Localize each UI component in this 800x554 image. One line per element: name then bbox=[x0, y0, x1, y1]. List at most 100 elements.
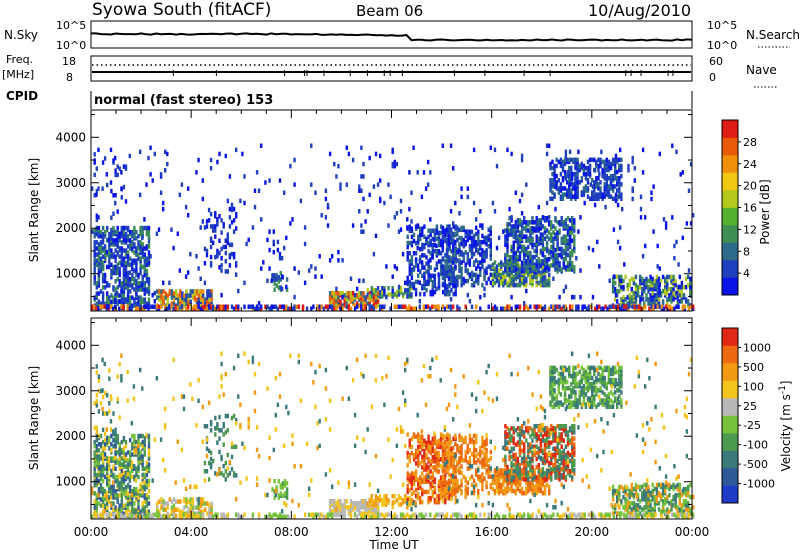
heatmap-cell bbox=[116, 209, 119, 214]
heatmap-cell bbox=[554, 226, 557, 231]
heatmap-cell bbox=[372, 184, 376, 189]
heatmap-cell bbox=[647, 301, 650, 306]
heatmap-cell bbox=[655, 278, 659, 284]
heatmap-cell bbox=[126, 234, 130, 239]
heatmap-cell bbox=[391, 161, 394, 167]
colorbar-tick-label: 16 bbox=[743, 202, 757, 215]
heatmap-cell bbox=[650, 196, 653, 202]
heatmap-cell bbox=[93, 234, 96, 239]
heatmap-cell bbox=[195, 304, 198, 309]
heatmap-cell bbox=[489, 229, 492, 235]
heatmap-cell bbox=[383, 286, 386, 291]
heatmap-cell bbox=[366, 502, 369, 507]
heatmap-cell bbox=[95, 252, 98, 257]
heatmap-cell bbox=[425, 477, 428, 482]
heatmap-cell bbox=[487, 244, 490, 249]
heatmap-cell bbox=[550, 232, 553, 237]
heatmap-cell bbox=[143, 217, 146, 222]
heatmap-cell bbox=[448, 481, 451, 486]
heatmap-cell bbox=[145, 509, 149, 514]
heatmap-cell bbox=[139, 248, 142, 253]
heatmap-cell bbox=[341, 306, 344, 311]
heatmap-cell bbox=[487, 276, 490, 282]
heatmap-cell bbox=[586, 194, 590, 199]
heatmap-cell bbox=[381, 502, 384, 507]
heatmap-cell bbox=[531, 216, 534, 221]
heatmap-cell bbox=[368, 291, 371, 296]
heatmap-cell bbox=[435, 249, 439, 254]
heatmap-cell bbox=[452, 244, 455, 249]
heatmap-cell bbox=[535, 245, 538, 251]
heatmap-cell bbox=[126, 304, 129, 309]
heatmap-cell bbox=[129, 295, 132, 300]
heatmap-cell bbox=[433, 304, 436, 309]
heatmap-cell bbox=[101, 394, 105, 400]
heatmap-cell bbox=[93, 246, 96, 251]
heatmap-cell bbox=[489, 145, 492, 150]
heatmap-cell bbox=[101, 503, 105, 508]
heatmap-cell bbox=[489, 280, 492, 286]
heatmap-cell bbox=[397, 284, 401, 290]
heatmap-cell bbox=[110, 433, 113, 439]
heatmap-cell bbox=[120, 288, 123, 294]
heatmap-cell bbox=[441, 445, 444, 451]
heatmap-cell bbox=[202, 297, 205, 302]
heatmap-cell bbox=[475, 272, 478, 278]
heatmap-cell bbox=[551, 171, 554, 177]
heatmap-cell bbox=[571, 220, 574, 225]
heatmap-cell bbox=[558, 246, 561, 252]
heatmap-cell bbox=[120, 186, 123, 191]
heatmap-cell bbox=[385, 294, 388, 300]
heatmap-cell bbox=[106, 392, 109, 398]
heatmap-cell bbox=[145, 493, 149, 498]
heatmap-cell bbox=[429, 495, 432, 501]
heatmap-cell bbox=[510, 215, 513, 220]
heatmap-cell bbox=[495, 264, 499, 269]
heatmap-cell bbox=[566, 267, 570, 272]
heatmap-cell bbox=[97, 233, 100, 238]
heatmap-cell bbox=[156, 509, 159, 514]
heatmap-cell bbox=[326, 202, 330, 208]
heatmap-cell bbox=[199, 509, 203, 514]
heatmap-cell bbox=[433, 277, 437, 283]
heatmap-cell bbox=[560, 222, 563, 227]
heatmap-cell bbox=[510, 259, 513, 264]
heatmap-cell bbox=[101, 225, 105, 231]
heatmap-cell bbox=[635, 304, 639, 309]
heatmap-cell bbox=[133, 281, 136, 286]
heatmap-cell bbox=[593, 168, 597, 173]
heatmap-cell bbox=[283, 479, 287, 484]
heatmap-cell bbox=[147, 489, 151, 494]
heatmap-cell bbox=[143, 472, 146, 478]
heatmap-cell bbox=[659, 278, 663, 284]
heatmap-cell bbox=[314, 274, 317, 279]
heatmap-cell bbox=[527, 244, 530, 250]
heatmap-cell bbox=[677, 262, 680, 267]
heatmap-cell bbox=[141, 287, 144, 292]
heatmap-cell bbox=[97, 242, 101, 247]
heatmap-cell bbox=[684, 276, 688, 282]
heatmap-cell bbox=[118, 254, 121, 259]
heatmap-cell bbox=[235, 261, 238, 266]
heatmap-cell bbox=[586, 169, 590, 175]
heatmap-cell bbox=[275, 273, 278, 278]
heatmap-cell bbox=[582, 163, 586, 169]
heatmap-cell bbox=[124, 503, 128, 508]
heatmap-cell bbox=[99, 456, 103, 461]
heatmap-cell bbox=[603, 159, 606, 165]
heatmap-cell bbox=[423, 242, 426, 248]
heatmap-cell bbox=[668, 274, 671, 280]
heatmap-cell bbox=[232, 413, 236, 419]
heatmap-cell bbox=[108, 376, 111, 381]
heatmap-cell bbox=[124, 164, 128, 169]
heatmap-cell bbox=[458, 268, 461, 273]
heatmap-cell bbox=[133, 276, 136, 282]
heatmap-cell bbox=[112, 238, 115, 243]
heatmap-cell bbox=[466, 256, 469, 261]
heatmap-cell bbox=[419, 236, 422, 242]
heatmap-cell bbox=[489, 248, 492, 253]
heatmap-cell bbox=[406, 287, 409, 293]
heatmap-cell bbox=[345, 291, 348, 296]
heatmap-cell bbox=[491, 200, 495, 206]
heatmap-cell bbox=[410, 226, 414, 231]
